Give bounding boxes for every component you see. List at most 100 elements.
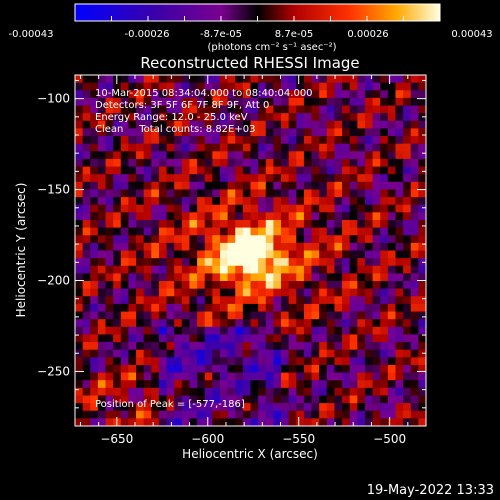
- heatmap-cell: [281, 151, 290, 160]
- heatmap-cell: [334, 174, 343, 183]
- heatmap-cell: [212, 204, 221, 213]
- heatmap-cell: [258, 380, 267, 389]
- heatmap-cell: [265, 113, 274, 122]
- heatmap-cell: [334, 288, 343, 297]
- heatmap-cell: [219, 197, 229, 206]
- heatmap-cell: [227, 410, 236, 419]
- heatmap-cell: [250, 143, 259, 152]
- heatmap-cell: [212, 273, 221, 282]
- heatmap-cell: [227, 403, 236, 412]
- heatmap-cell: [189, 372, 198, 381]
- heatmap-cell: [265, 410, 274, 419]
- heatmap-cell: [105, 158, 114, 168]
- heatmap-cell: [387, 364, 397, 374]
- heatmap-cell: [334, 357, 343, 366]
- heatmap-cell: [120, 143, 130, 152]
- heatmap-cell: [250, 120, 259, 130]
- heatmap-cell: [181, 174, 191, 183]
- heatmap-cell: [364, 326, 374, 336]
- heatmap-cell: [166, 303, 175, 313]
- heatmap-cell: [258, 281, 267, 290]
- heatmap-cell: [90, 189, 99, 198]
- heatmap-cell: [143, 151, 152, 160]
- heatmap-cell: [181, 97, 191, 107]
- heatmap-cell: [357, 90, 366, 99]
- heatmap-cell: [296, 326, 305, 336]
- heatmap-cell: [235, 174, 244, 183]
- heatmap-cell: [105, 334, 114, 343]
- heatmap-cell: [395, 212, 404, 221]
- heatmap-cell: [395, 181, 404, 191]
- heatmap-cell: [97, 97, 107, 107]
- heatmap-cell: [418, 250, 426, 259]
- heatmap-cell: [288, 357, 297, 366]
- heatmap-cell: [136, 403, 145, 412]
- heatmap-cell: [105, 372, 114, 381]
- heatmap-cell: [410, 136, 419, 145]
- heatmap-cell: [326, 128, 336, 137]
- heatmap-cell: [303, 166, 313, 175]
- heatmap-cell: [204, 326, 213, 336]
- heatmap-cell: [82, 90, 91, 99]
- heatmap-cell: [113, 143, 122, 152]
- heatmap-cell: [181, 204, 191, 213]
- heatmap-cell: [410, 250, 419, 259]
- heatmap-cell: [334, 319, 343, 328]
- heatmap-cell: [128, 303, 137, 313]
- heatmap-cell: [166, 372, 175, 381]
- heatmap-cell: [418, 105, 426, 114]
- heatmap-cell: [326, 265, 336, 274]
- heatmap-cell: [105, 227, 114, 236]
- heatmap-cell: [113, 387, 122, 397]
- heatmap-cell: [189, 403, 198, 412]
- heatmap-cell: [90, 151, 99, 160]
- heatmap-cell: [403, 357, 412, 366]
- heatmap-cell: [319, 75, 328, 84]
- heatmap-cell: [75, 319, 84, 328]
- heatmap-cell: [288, 151, 297, 160]
- heatmap-cell: [357, 242, 366, 252]
- heatmap-cell: [136, 212, 145, 221]
- heatmap-cell: [189, 120, 198, 130]
- heatmap-cell: [342, 174, 351, 183]
- heatmap-cell: [288, 364, 297, 374]
- heatmap-cell: [128, 143, 137, 152]
- heatmap-cell: [410, 120, 419, 130]
- heatmap-cell: [75, 143, 84, 152]
- heatmap-cell: [82, 364, 91, 374]
- heatmap-cell: [273, 212, 282, 221]
- heatmap-cell: [235, 418, 244, 426]
- heatmap-cell: [288, 136, 297, 145]
- heatmap-cell: [235, 181, 244, 191]
- heatmap-cell: [97, 105, 107, 114]
- heatmap-cell: [395, 97, 404, 107]
- heatmap-cell: [143, 113, 152, 122]
- heatmap-cell: [174, 334, 183, 343]
- heatmap-cell: [296, 128, 305, 137]
- heatmap-cell: [120, 120, 130, 130]
- heatmap-cell: [151, 250, 160, 259]
- heatmap-cell: [410, 97, 419, 107]
- heatmap-cell: [410, 219, 419, 229]
- heatmap-cell: [380, 326, 389, 336]
- heatmap-cell: [204, 319, 213, 328]
- heatmap-cell: [288, 334, 297, 343]
- heatmap-cell: [265, 219, 274, 229]
- heatmap-cell: [303, 151, 313, 160]
- heatmap-cell: [242, 181, 252, 191]
- heatmap-cell: [303, 158, 313, 168]
- heatmap-cell: [97, 128, 107, 137]
- heatmap-cell: [273, 189, 282, 198]
- heatmap-cell: [75, 128, 84, 137]
- heatmap-cell: [303, 189, 313, 198]
- heatmap-cell: [75, 395, 84, 404]
- heatmap-cell: [334, 258, 343, 267]
- heatmap-cell: [227, 395, 236, 404]
- heatmap-cell: [281, 334, 290, 343]
- heatmap-cell: [143, 219, 152, 229]
- heatmap-cell: [235, 105, 244, 114]
- heatmap-cell: [273, 258, 282, 267]
- heatmap-cell: [311, 349, 320, 358]
- heatmap-cell: [387, 227, 397, 236]
- heatmap-cell: [136, 296, 145, 305]
